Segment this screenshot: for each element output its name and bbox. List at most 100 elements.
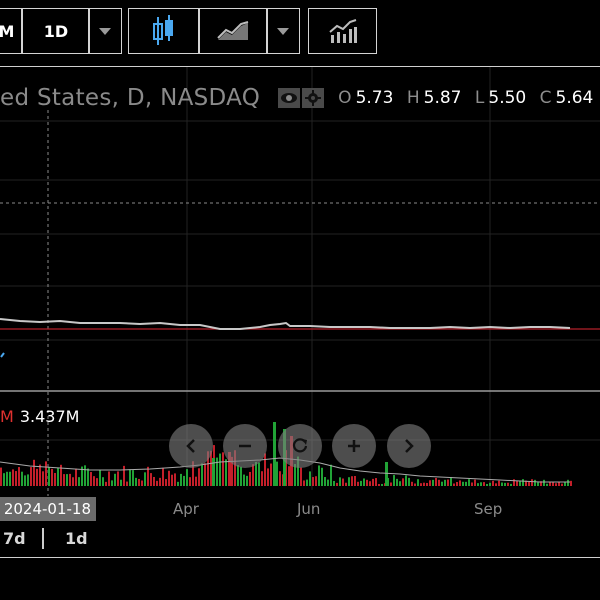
volume-bar: [162, 467, 164, 486]
volume-bar: [114, 473, 116, 486]
volume-bar: [375, 478, 377, 486]
volume-bar: [150, 473, 152, 486]
high-key: H: [406, 88, 420, 108]
minus-icon: [239, 444, 251, 448]
volume-legend-prefix: M: [0, 407, 14, 426]
volume-bar: [363, 478, 365, 486]
range-button-7d[interactable]: 7d: [3, 529, 26, 548]
volume-bar: [354, 476, 356, 486]
volume-bar: [393, 475, 395, 486]
gear-icon: [305, 90, 322, 106]
range-button-1d[interactable]: 1d: [65, 529, 88, 548]
volume-bar: [3, 473, 5, 486]
x-tick-jun: Jun: [297, 500, 321, 518]
volume-bar: [63, 474, 65, 486]
indicators-button[interactable]: [308, 8, 377, 54]
interval-button-1d[interactable]: 1D: [22, 8, 90, 54]
volume-bar: [12, 469, 14, 486]
volume-bar: [96, 478, 98, 486]
volume-bar: [303, 480, 305, 486]
high-value: 5.87: [423, 88, 462, 108]
volume-legend: M 3.437M: [0, 407, 79, 426]
interval-label: 1D: [43, 21, 69, 41]
reset-button[interactable]: [278, 424, 322, 468]
interval-button-partial[interactable]: M: [0, 8, 22, 54]
volume-bar: [552, 482, 554, 486]
volume-bar: [507, 482, 509, 486]
volume-bar: [249, 471, 251, 486]
chart-style-candles-button[interactable]: [128, 8, 200, 54]
volume-bar: [234, 450, 236, 486]
volume-bar: [132, 470, 134, 486]
volume-bar: [69, 473, 71, 486]
visibility-toggle[interactable]: [278, 88, 301, 108]
price-series-line: [0, 318, 571, 330]
volume-bar: [66, 474, 68, 486]
volume-bar: [378, 483, 380, 486]
low-key: L: [474, 88, 485, 108]
volume-bar: [438, 479, 440, 486]
volume-bar: [165, 479, 167, 486]
plus-icon: [348, 440, 360, 452]
volume-bar: [180, 473, 182, 486]
chevron-right-icon: [405, 439, 414, 453]
volume-bar: [357, 481, 359, 486]
zoom-in-button[interactable]: [332, 424, 376, 468]
volume-bar: [564, 482, 566, 486]
volume-bar: [57, 467, 59, 486]
volume-bar: [0, 467, 2, 486]
volume-bar: [231, 456, 233, 486]
volume-bar: [243, 474, 245, 486]
volume-bar: [201, 463, 203, 486]
volume-bar: [54, 472, 56, 486]
volume-bar: [516, 480, 518, 486]
volume-bar: [264, 453, 266, 486]
volume-bar: [225, 459, 227, 486]
settings-button[interactable]: [302, 88, 325, 108]
reset-icon: [292, 438, 308, 453]
range-divider: [42, 528, 44, 549]
volume-bar: [420, 483, 422, 486]
volume-bar: [510, 483, 512, 486]
volume-bar: [330, 464, 332, 486]
chart-style-menu-button[interactable]: [266, 8, 300, 54]
close-value: 5.64: [555, 88, 594, 108]
volume-bar: [33, 459, 35, 486]
chevron-down-icon: [277, 27, 289, 35]
volume-bar: [6, 471, 8, 486]
volume-bar: [345, 482, 347, 486]
volume-bar: [441, 481, 443, 486]
volume-bar: [432, 479, 434, 486]
interval-menu-button[interactable]: [88, 8, 122, 54]
low-value: 5.50: [488, 88, 527, 108]
volume-bar: [126, 481, 128, 486]
volume-bar: [219, 453, 221, 486]
chart-style-line-button[interactable]: [198, 8, 268, 54]
volume-bar: [75, 468, 77, 486]
scroll-right-button[interactable]: [387, 424, 431, 468]
scroll-left-button[interactable]: [169, 424, 213, 468]
volume-bar: [408, 477, 410, 486]
volume-bar: [93, 476, 95, 486]
chevron-left-icon: [186, 439, 195, 453]
volume-bar: [570, 480, 572, 486]
volume-bar: [324, 477, 326, 486]
volume-bar: [405, 475, 407, 486]
line-chart-icon: [217, 21, 249, 40]
volume-bar: [120, 479, 122, 486]
volume-bar: [30, 467, 32, 486]
volume-bar: [558, 482, 560, 486]
volume-bar: [27, 474, 29, 486]
volume-bar: [327, 479, 329, 486]
volume-bar: [90, 472, 92, 486]
volume-bar: [147, 466, 149, 486]
x-tick-sep: Sep: [474, 500, 503, 518]
volume-bar: [318, 465, 320, 486]
volume-bar: [159, 477, 161, 486]
zoom-out-button[interactable]: [223, 424, 267, 468]
volume-bar: [396, 478, 398, 486]
volume-bar: [531, 479, 533, 486]
volume-bar: [237, 465, 239, 486]
volume-bar: [135, 477, 137, 486]
